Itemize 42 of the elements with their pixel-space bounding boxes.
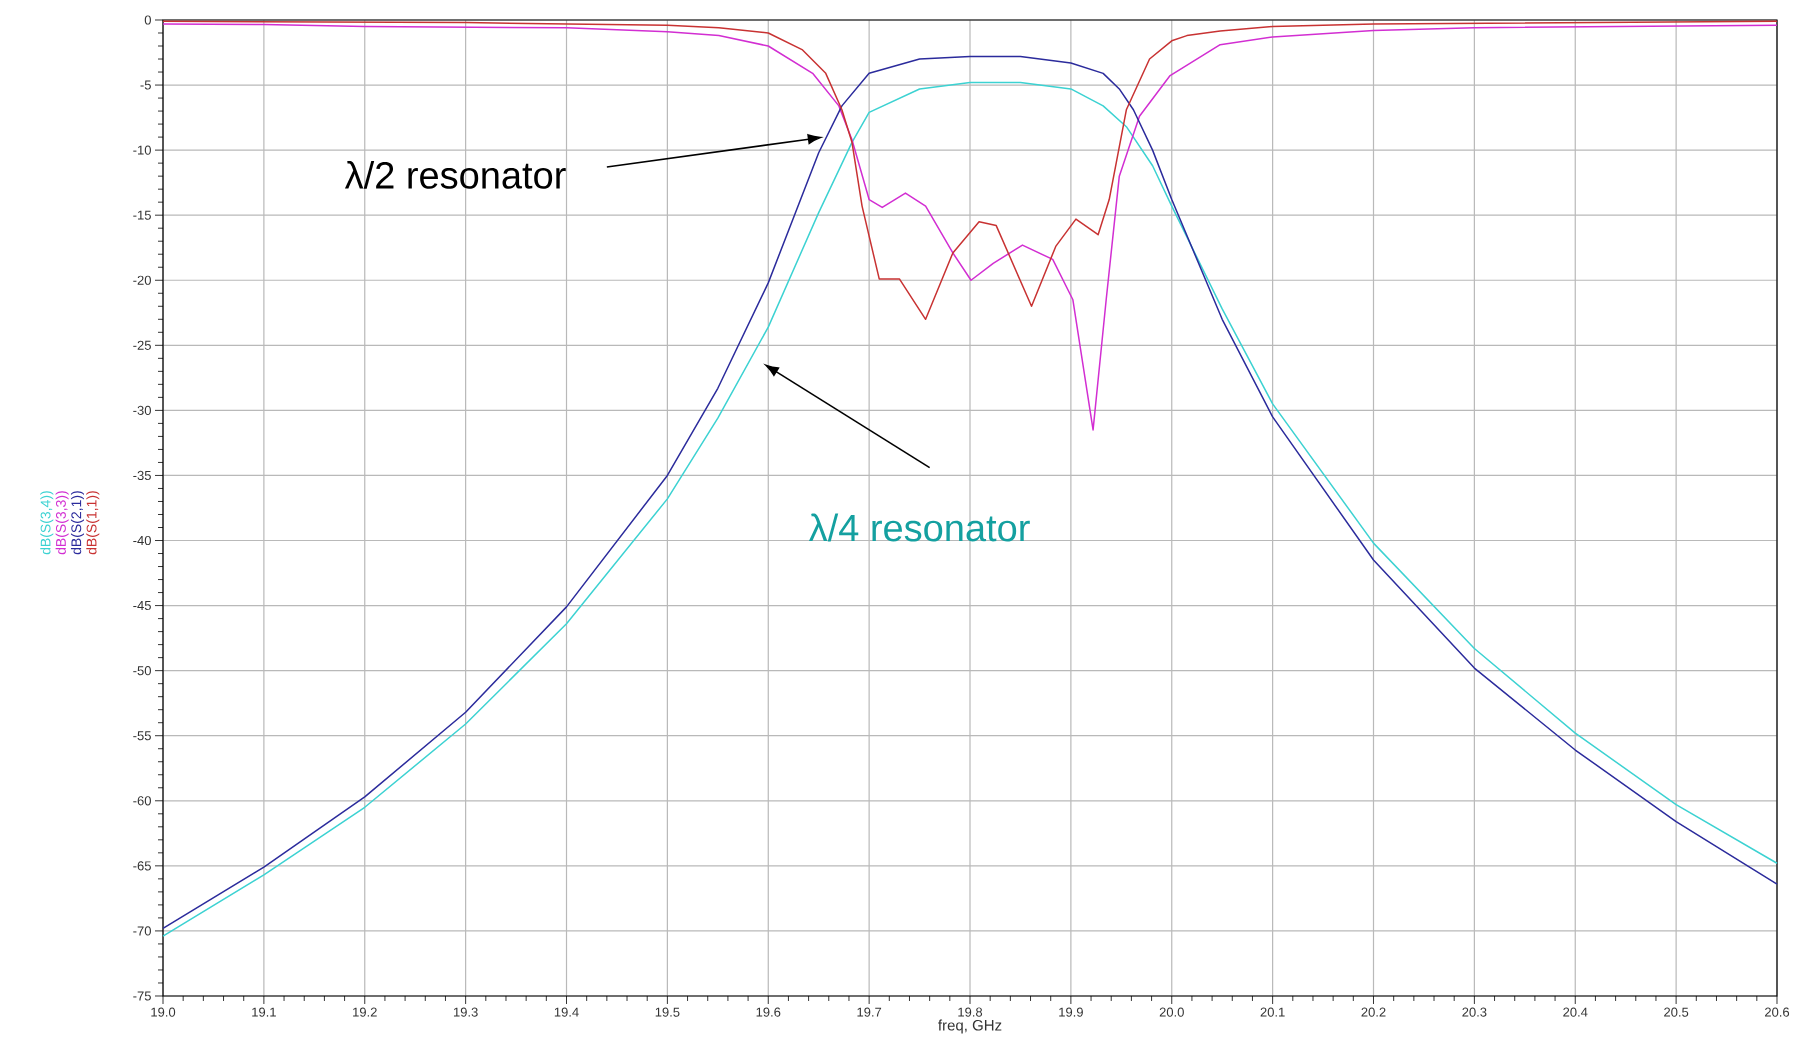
y-tick-label: -40: [133, 535, 151, 546]
y-tick-label: -55: [133, 731, 151, 741]
x-tick-label: 19.6: [756, 1007, 781, 1017]
x-tick-label: 20.2: [1361, 1007, 1386, 1017]
y-tick-label: -5: [140, 80, 151, 90]
text: dB(S(3,4)): [40, 491, 54, 555]
y-tick-label: -30: [133, 405, 151, 415]
x-tick-label: 20.5: [1664, 1007, 1689, 1017]
x-tick-label: 20.6: [1765, 1007, 1790, 1017]
x-tick-label: 20.1: [1260, 1007, 1285, 1017]
y-tick-label: -75: [133, 991, 151, 1001]
y-tick-label: -15: [133, 210, 151, 220]
y-tick-label: -25: [133, 340, 151, 350]
annotation: λ/4 resonator: [808, 513, 1030, 542]
annotation: λ/2 resonator: [344, 160, 566, 189]
y-tick-label: -50: [133, 666, 151, 676]
y-tick-label: 0: [144, 15, 151, 25]
x-tick-label: 19.8: [958, 1007, 983, 1017]
line-series: [162, 23, 1778, 431]
y-tick-label: -70: [133, 926, 151, 936]
x-axis-title: freq, GHz: [938, 1019, 1002, 1034]
text: dB(S(2,1)): [70, 491, 84, 555]
y-tick-label: -60: [133, 796, 151, 806]
x-tick-label: 19.9: [1059, 1007, 1083, 1017]
line-series: [162, 20, 1778, 321]
x-tick-label: 19.4: [554, 1007, 579, 1017]
x-tick-label: 19.5: [655, 1007, 680, 1017]
x-tick-label: 19.7: [857, 1007, 882, 1017]
y-tick-label: -45: [133, 601, 151, 611]
y-tick-label: -65: [133, 861, 151, 871]
text: dB(S(3,3)): [55, 491, 69, 555]
x-tick-label: 19.2: [353, 1007, 377, 1017]
text: dB(S(1,1)): [86, 491, 100, 555]
x-tick-label: 19.1: [252, 1007, 276, 1017]
x-tick-label: 20.4: [1563, 1007, 1588, 1017]
x-tick-label: 19.3: [453, 1007, 478, 1017]
y-tick-label: -35: [133, 470, 151, 481]
x-tick-label: 20.3: [1462, 1007, 1487, 1017]
x-tick-label: 20.0: [1159, 1007, 1184, 1017]
y-tick-label: -10: [133, 145, 151, 155]
y-tick-label: -20: [133, 275, 151, 285]
x-tick-label: 19.0: [151, 1007, 176, 1017]
